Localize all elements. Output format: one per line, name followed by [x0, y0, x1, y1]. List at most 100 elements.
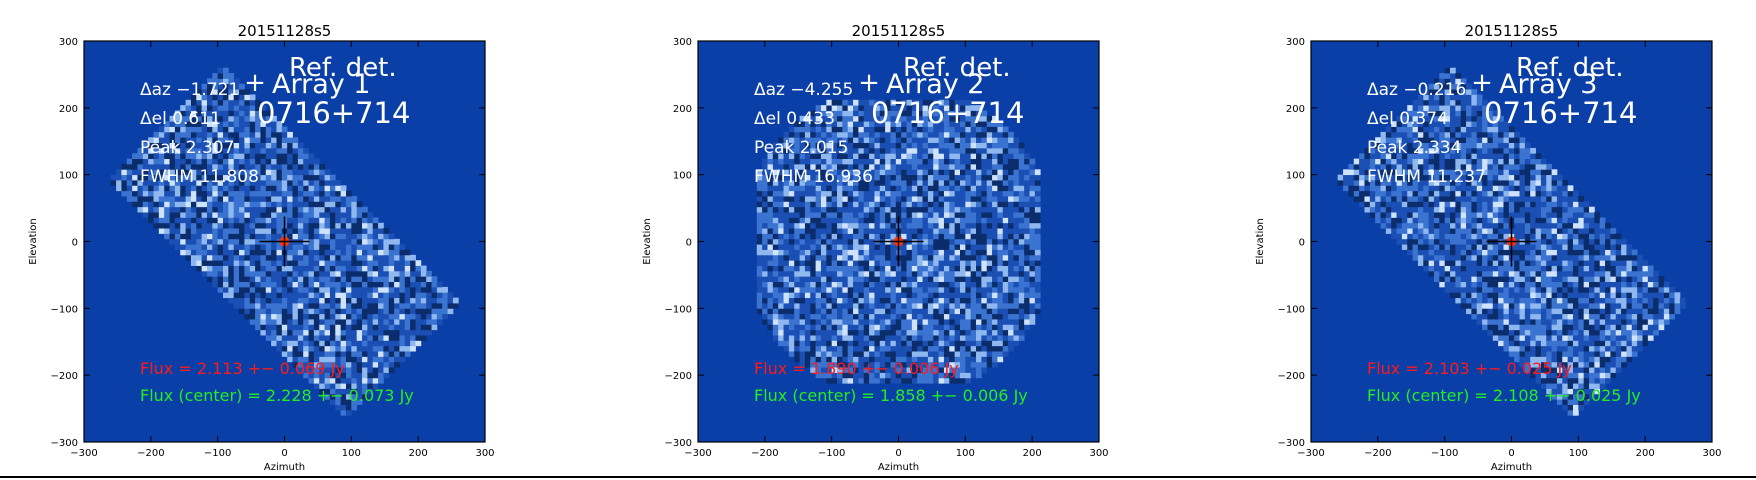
- map-pixel: [762, 163, 768, 170]
- map-pixel: [345, 399, 352, 405]
- map-pixel: [815, 163, 822, 170]
- map-pixel: [399, 351, 406, 357]
- map-pixel: [885, 131, 891, 138]
- map-pixel: [372, 276, 379, 282]
- map-pixel: [260, 137, 267, 143]
- map-pixel: [981, 222, 988, 229]
- map-pixel: [890, 110, 897, 117]
- map-pixel: [249, 163, 256, 170]
- map-pixel: [943, 180, 950, 186]
- map-pixel: [906, 302, 913, 309]
- map-pixel: [815, 212, 822, 218]
- map-pixel: [954, 254, 961, 261]
- map-pixel: [869, 340, 875, 347]
- map-pixel: [255, 233, 261, 240]
- map-pixel: [863, 180, 870, 186]
- map-pixel: [287, 308, 293, 315]
- map-pixel: [244, 249, 251, 256]
- map-pixel: [959, 238, 966, 245]
- map-pixel: [1369, 201, 1376, 208]
- map-pixel: [885, 377, 891, 384]
- map-pixel: [976, 163, 982, 170]
- map-pixel: [927, 142, 934, 149]
- map-pixel: [329, 185, 336, 192]
- map-pixel: [217, 212, 224, 218]
- map-pixel: [340, 383, 347, 389]
- map-pixel: [965, 222, 972, 229]
- map-pixel: [142, 147, 149, 154]
- stat-el: Δel 0.611: [140, 109, 221, 129]
- map-pixel: [372, 308, 379, 315]
- map-pixel: [794, 142, 800, 149]
- map-pixel: [911, 180, 918, 186]
- map-pixel: [901, 244, 907, 250]
- map-pixel: [297, 260, 304, 266]
- map-pixel: [345, 244, 352, 250]
- map-pixel: [324, 260, 331, 266]
- map-pixel: [276, 201, 283, 208]
- map-pixel: [233, 196, 240, 202]
- map-pixel: [276, 302, 283, 309]
- map-pixel: [431, 313, 438, 320]
- map-pixel: [265, 158, 272, 165]
- map-pixel: [212, 121, 219, 127]
- map-pixel: [847, 153, 854, 160]
- map-pixel: [992, 254, 998, 261]
- map-pixel: [917, 260, 923, 266]
- map-pixel: [810, 265, 817, 272]
- map-pixel: [949, 335, 956, 341]
- map-pixel: [206, 238, 213, 245]
- map-pixel: [885, 110, 891, 117]
- map-pixel: [783, 244, 790, 250]
- map-pixel: [831, 319, 838, 325]
- map-pixel: [970, 212, 977, 218]
- map-pixel: [190, 163, 197, 170]
- map-pixel: [772, 254, 779, 261]
- map-pixel: [794, 345, 800, 352]
- map-pixel: [308, 345, 315, 352]
- map-pixel: [239, 222, 245, 229]
- map-pixel: [922, 270, 929, 277]
- map-pixel: [826, 356, 833, 363]
- map-pixel: [879, 126, 886, 133]
- map-pixel: [271, 233, 277, 240]
- map-pixel: [1428, 158, 1435, 165]
- map-pixel: [249, 228, 256, 234]
- map-pixel: [367, 265, 374, 272]
- map-pixel: [388, 244, 395, 250]
- map-pixel: [1428, 99, 1435, 106]
- map-pixel: [959, 367, 966, 373]
- map-pixel: [837, 377, 843, 384]
- map-pixel: [970, 260, 977, 266]
- stat-peak: Peak 2.015: [754, 138, 848, 158]
- map-pixel: [1407, 105, 1413, 111]
- map-pixel: [1396, 163, 1403, 170]
- map-pixel: [943, 286, 950, 293]
- map-pixel: [212, 217, 219, 224]
- map-pixel: [767, 217, 774, 224]
- map-pixel: [281, 190, 288, 197]
- map-pixel: [142, 169, 149, 176]
- map-pixel: [217, 228, 224, 234]
- map-pixel: [1407, 201, 1413, 208]
- map-pixels: [110, 67, 459, 416]
- map-pixel: [292, 254, 299, 261]
- map-pixel: [308, 313, 315, 320]
- map-pixel: [1407, 142, 1413, 149]
- map-pixel: [1013, 302, 1020, 309]
- map-pixel: [943, 126, 950, 133]
- map-pixel: [148, 217, 154, 224]
- map-pixel: [772, 292, 779, 299]
- map-pixel: [890, 281, 897, 288]
- map-pixel: [788, 286, 795, 293]
- map-pixel: [372, 329, 379, 336]
- map-pixel: [895, 356, 902, 363]
- map-pixel: [901, 212, 907, 218]
- map-pixel: [815, 196, 822, 202]
- map-pixel: [837, 217, 843, 224]
- map-pixel: [1375, 206, 1381, 213]
- map-pixel: [1423, 115, 1430, 122]
- map-pixel: [1018, 292, 1025, 299]
- map-pixel: [906, 212, 913, 218]
- map-pixel: [169, 126, 176, 133]
